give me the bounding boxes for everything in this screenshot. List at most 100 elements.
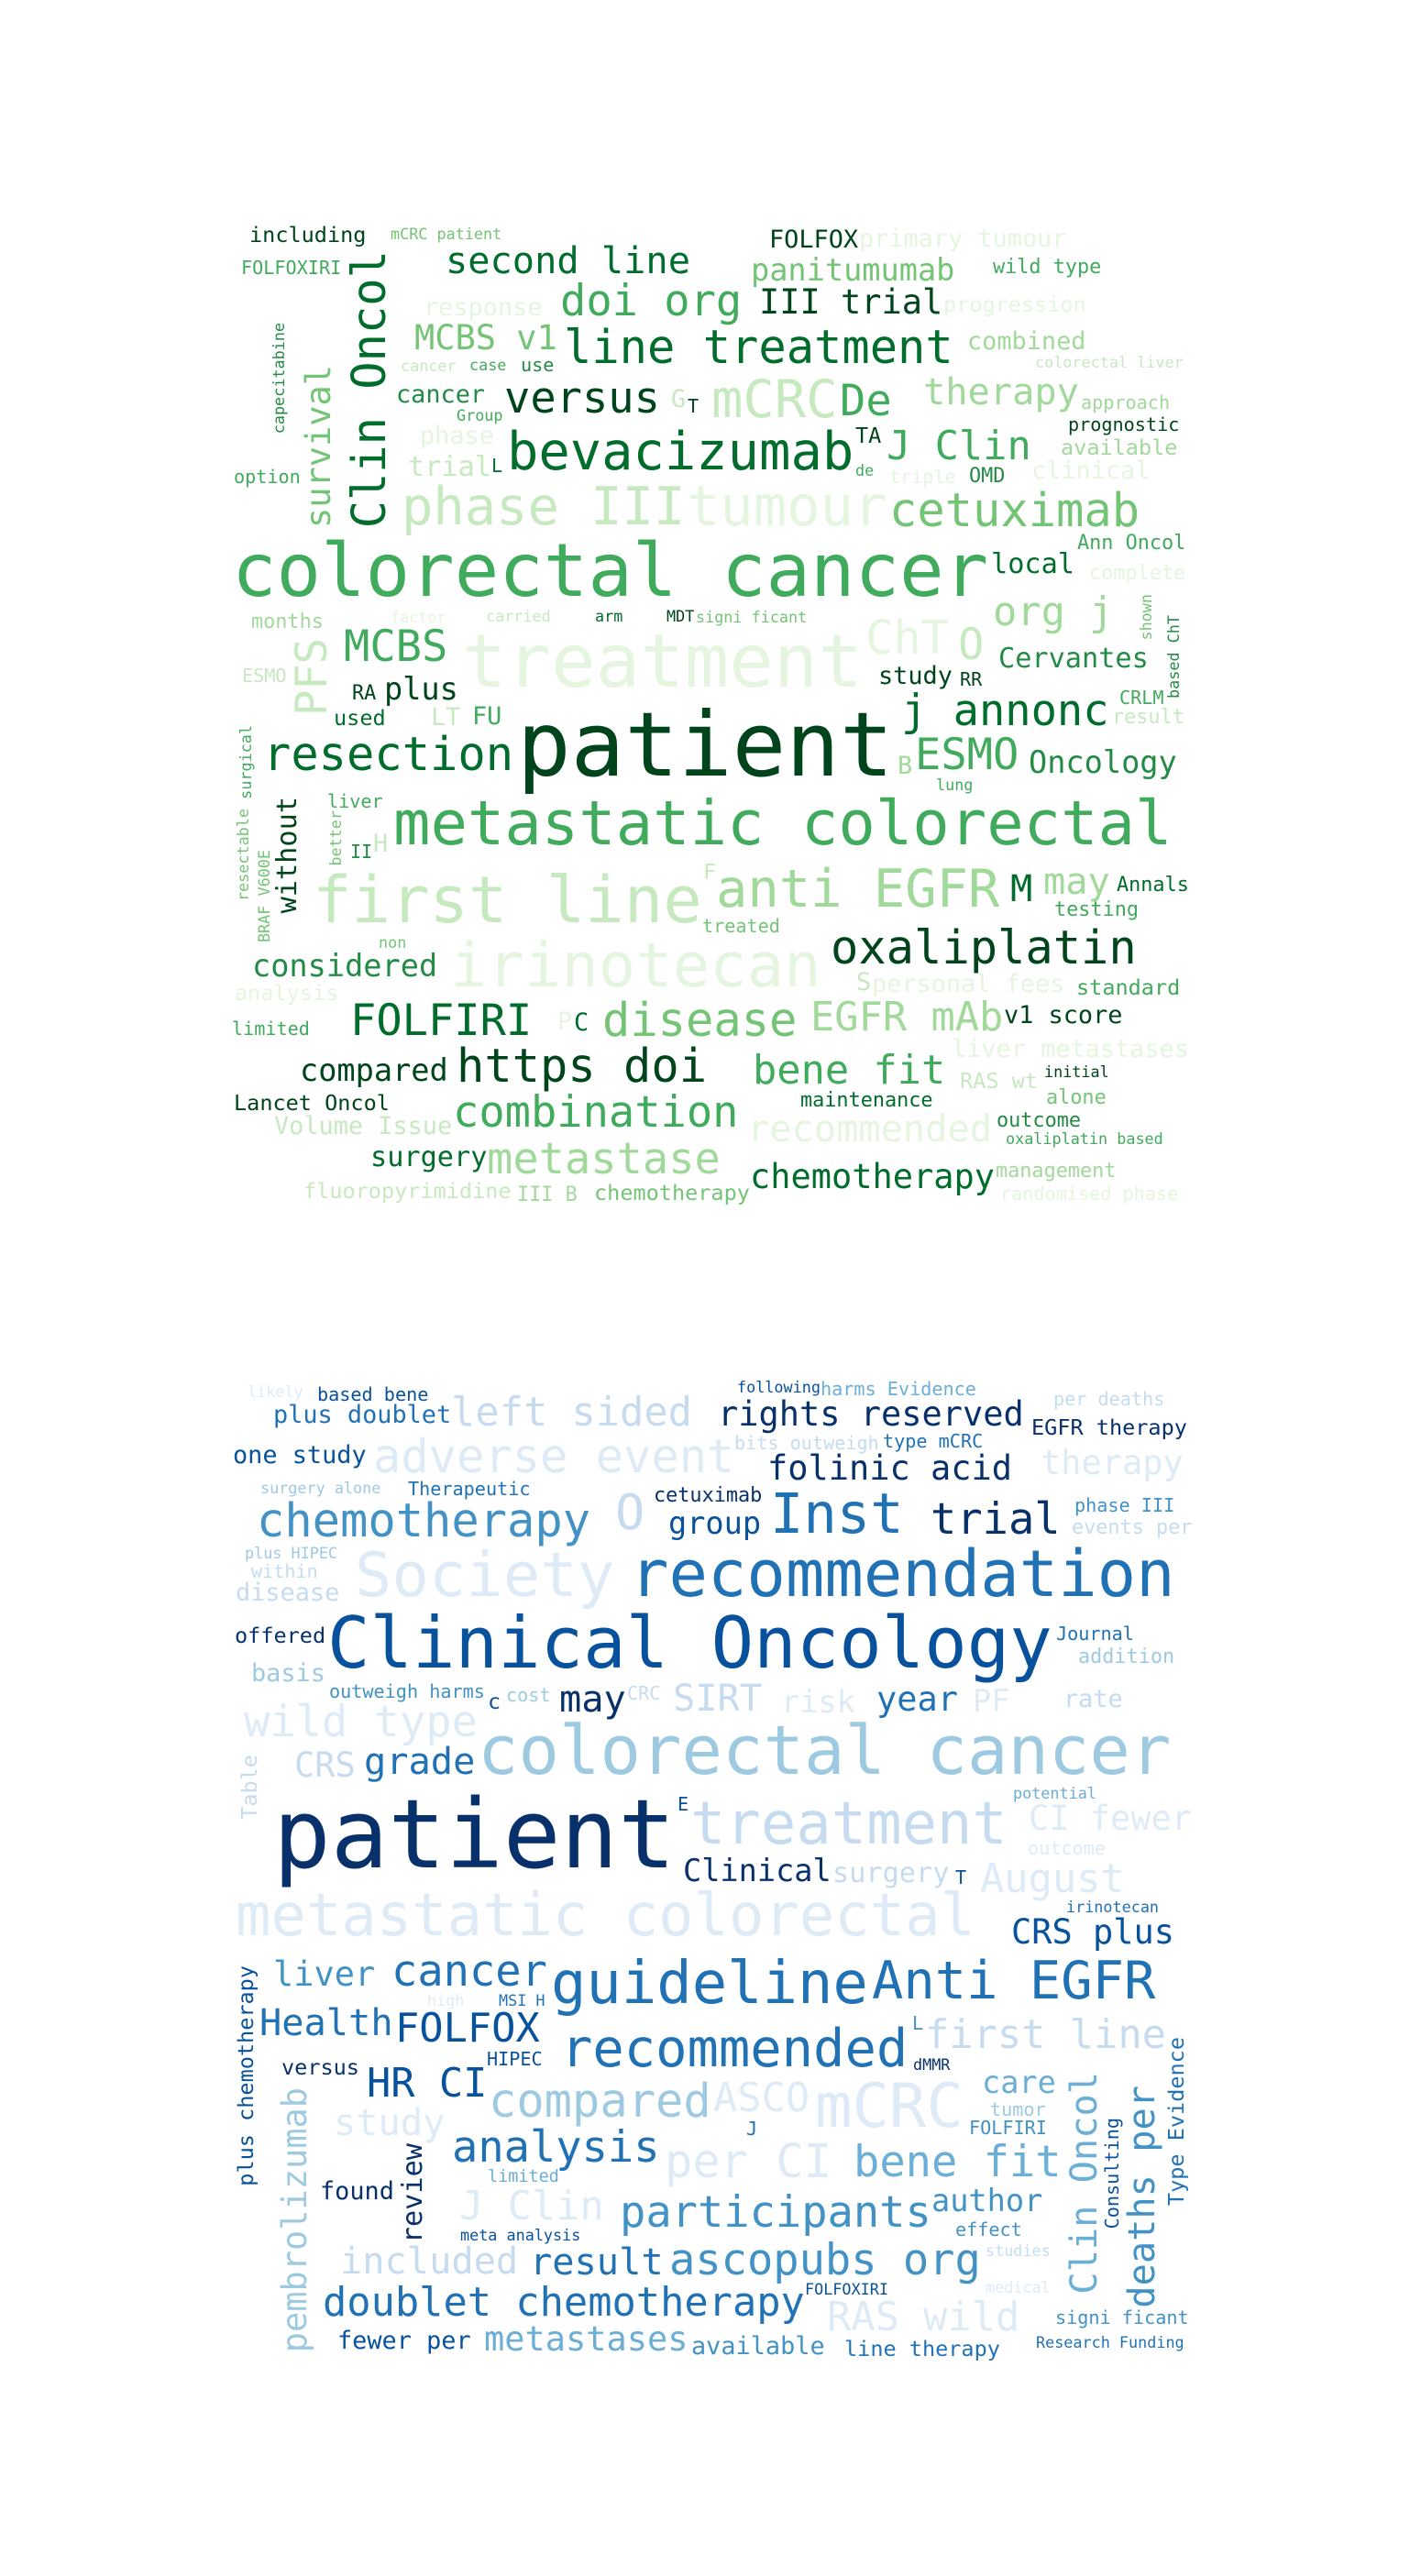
word: II — [350, 841, 373, 863]
word: recommendation — [630, 1536, 1175, 1612]
word: grade — [364, 1740, 476, 1783]
word: CRS — [294, 1745, 356, 1785]
word: cost — [506, 1684, 551, 1706]
word: arm — [595, 607, 623, 625]
word: participants — [620, 2187, 931, 2238]
word: cancer — [391, 1946, 547, 1997]
word: ascopubs org — [669, 2235, 981, 2285]
word: F — [703, 859, 717, 885]
word: TA — [855, 423, 882, 448]
word: colorectal cancer — [478, 1712, 1172, 1790]
word: one study — [233, 1441, 367, 1470]
word: De — [840, 376, 892, 426]
word: Clin Oncol — [342, 250, 396, 529]
word: J Clin — [887, 423, 1031, 469]
word: pembrolizumab — [275, 2087, 314, 2353]
word: CRLM — [1119, 687, 1164, 709]
word: ASCO — [713, 2075, 810, 2121]
word: complete — [1089, 562, 1186, 585]
word: survival — [299, 365, 338, 528]
word: recommended — [561, 2019, 909, 2079]
word: management — [996, 1160, 1117, 1183]
word: anti EGFR — [716, 859, 1000, 919]
word: Annals — [1117, 874, 1189, 897]
word: Clinical Oncology — [327, 1602, 1052, 1685]
word: phase — [420, 422, 494, 450]
word: RR — [960, 668, 983, 690]
word: Table — [237, 1755, 262, 1820]
word: may — [559, 1678, 626, 1721]
word: J — [746, 2118, 758, 2140]
word: III B — [517, 1183, 578, 1205]
word: Group — [457, 406, 503, 424]
word: FOLFOX — [769, 226, 859, 254]
word: combination — [453, 1087, 739, 1138]
word: primary tumour — [859, 225, 1067, 253]
word: PF — [973, 1683, 1010, 1719]
word: Lancet Oncol — [234, 1090, 390, 1116]
word: colorectal liver — [1035, 353, 1184, 371]
word: alone — [1046, 1086, 1107, 1109]
word: c — [488, 1689, 501, 1714]
word: surgery alone — [260, 1479, 381, 1497]
word: clinical — [1031, 457, 1151, 485]
word: fewer per — [337, 2327, 471, 2355]
word: based ChT — [1164, 615, 1183, 699]
word: Clin Oncol — [1063, 2072, 1106, 2295]
word: therapy — [923, 370, 1079, 413]
word: Volume Issue — [274, 1112, 453, 1140]
word: outcome — [1028, 1837, 1106, 1859]
word: meta analysis — [460, 2226, 581, 2244]
word: author — [931, 2183, 1043, 2218]
word: cetuximab — [654, 1484, 763, 1507]
word: j annonc — [901, 686, 1109, 736]
word: dMMR — [913, 2055, 951, 2074]
word: deaths per — [1120, 2086, 1163, 2308]
word: G — [671, 385, 687, 413]
word: metastatic colorectal — [393, 787, 1173, 859]
word: per CI — [665, 2134, 832, 2188]
word: rate — [1063, 1685, 1123, 1713]
word: group — [668, 1505, 762, 1541]
word: doi org — [560, 276, 743, 326]
word: events per — [1072, 1516, 1192, 1539]
word: v1 score — [1004, 1001, 1123, 1029]
word: maintenance — [800, 1089, 933, 1112]
word: H — [373, 830, 389, 858]
word: lung — [936, 776, 974, 794]
word: high — [427, 1991, 465, 2009]
word: resectable — [234, 809, 252, 902]
word: versus — [504, 373, 660, 424]
word: option — [234, 466, 301, 488]
word: found — [320, 2177, 394, 2206]
word: within — [251, 1560, 318, 1582]
word: ESMO — [915, 730, 1019, 780]
word: plus HIPEC — [245, 1544, 338, 1562]
word: phase III — [1074, 1494, 1175, 1516]
word: available — [1061, 435, 1178, 460]
word: without — [271, 797, 303, 914]
word: studies — [986, 2241, 1051, 2260]
word: L — [491, 455, 503, 477]
word: analysis — [235, 980, 339, 1006]
word: RA — [352, 682, 377, 705]
word: treatment — [462, 619, 863, 705]
word: review — [397, 2143, 429, 2244]
word: offered — [235, 1623, 326, 1648]
word: local — [991, 548, 1075, 580]
word: second line — [446, 239, 690, 282]
word: triple — [889, 466, 956, 488]
word: better — [326, 810, 345, 866]
word: CRS plus — [1011, 1912, 1174, 1952]
word: EGFR therapy — [1031, 1415, 1187, 1440]
word: Clinical — [683, 1853, 832, 1888]
word: shown — [1137, 594, 1155, 641]
word: SIRT — [673, 1677, 763, 1720]
word: considered — [252, 948, 438, 984]
word: combined — [967, 327, 1086, 356]
word: chemotherapy — [257, 1493, 591, 1547]
word: metastases — [484, 2319, 688, 2359]
word: treated — [702, 915, 780, 937]
word: liver metastases — [952, 1035, 1189, 1063]
word: FOLFIRI — [969, 2117, 1047, 2139]
